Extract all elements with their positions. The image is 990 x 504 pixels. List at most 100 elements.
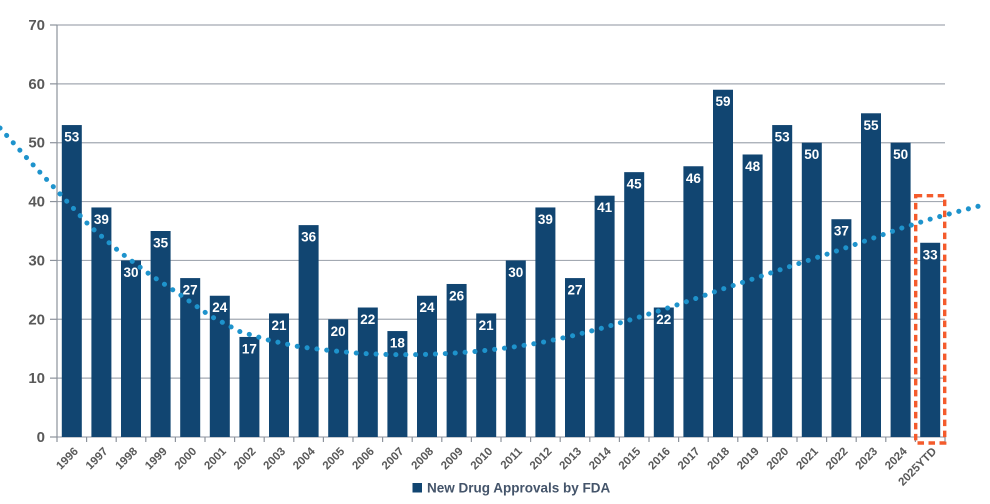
bar-value-2021: 50 — [804, 147, 819, 162]
legend: New Drug Approvals by FDA — [412, 481, 611, 496]
x-axis-label-2023: 2023 — [854, 446, 881, 473]
bar-2012 — [535, 207, 556, 437]
bar-value-2013: 27 — [567, 283, 582, 298]
bar-2021 — [801, 142, 822, 437]
x-axis-label-2008: 2008 — [410, 445, 437, 472]
bar-value-2004: 36 — [301, 230, 317, 245]
bar-2022 — [831, 219, 852, 437]
bar-2015 — [624, 172, 645, 437]
x-axis-label-2022: 2022 — [824, 446, 851, 473]
bar-2006 — [357, 307, 378, 437]
bar-value-2019: 48 — [745, 159, 761, 174]
bar-value-1998: 30 — [123, 265, 138, 280]
bar-value-2005: 20 — [331, 324, 346, 339]
x-axis-label-2015: 2015 — [617, 445, 644, 472]
bar-2023 — [861, 113, 881, 438]
x-axis-label-2017: 2017 — [676, 446, 703, 473]
bar-value-2020: 53 — [775, 130, 791, 145]
bar-2008 — [417, 295, 437, 437]
x-axis-label-2014: 2014 — [587, 445, 614, 472]
x-axis-label-2020: 2020 — [765, 446, 792, 473]
bar-value-2006: 22 — [360, 312, 375, 327]
x-axis-label-2011: 2011 — [499, 445, 526, 472]
bar-value-2025YTD: 33 — [923, 247, 939, 262]
y-axis-label-10: 10 — [28, 370, 45, 387]
bar-value-2001: 24 — [212, 300, 228, 315]
bar-value-2011: 30 — [508, 265, 523, 280]
bar-2020 — [772, 125, 793, 438]
bar-value-1997: 39 — [94, 212, 109, 227]
bar-2025YTD — [920, 242, 941, 437]
x-axis-label-1996: 1996 — [54, 446, 81, 473]
bar-2007 — [387, 331, 408, 437]
bar-value-2016: 22 — [656, 312, 671, 327]
bar-value-2009: 26 — [449, 288, 465, 303]
x-axis-label-2019: 2019 — [735, 446, 762, 473]
x-axis-label-1997: 1997 — [84, 446, 111, 473]
x-axis-label-2006: 2006 — [350, 446, 377, 473]
bar-value-2024: 50 — [893, 147, 908, 162]
y-axis-label-70: 70 — [28, 17, 45, 34]
x-axis-label-2000: 2000 — [173, 446, 200, 473]
bar-value-1996: 53 — [64, 130, 80, 145]
bar-2000 — [180, 278, 201, 437]
trend-and-highlight-layer — [0, 125, 988, 445]
x-axis-label-2021: 2021 — [794, 445, 821, 472]
bar-value-1999: 35 — [153, 236, 169, 251]
bars-layer: 53 39 30 35 27 24 17 21 36 20 22 18 24 26 21 30 39 27 41 45… — [61, 89, 941, 438]
bar-value-2002: 17 — [242, 341, 257, 356]
bar-2003 — [269, 313, 289, 437]
x-axis-label-2003: 2003 — [262, 446, 289, 473]
bar-2005 — [328, 319, 349, 437]
bar-2010 — [476, 313, 497, 437]
bar-value-2018: 59 — [715, 94, 730, 109]
bar-2016 — [653, 307, 674, 437]
x-axis-label-2002: 2002 — [232, 446, 259, 473]
bar-value-2012: 39 — [538, 212, 553, 227]
x-axis-label-2004: 2004 — [291, 445, 318, 472]
x-axis-label-2001: 2001 — [202, 445, 229, 472]
bar-value-2007: 18 — [390, 336, 406, 351]
x-axis-label-1998: 1998 — [114, 445, 141, 472]
bar-1998 — [121, 260, 141, 437]
bar-2013 — [565, 278, 585, 437]
bar-value-2000: 27 — [183, 283, 198, 298]
x-axis-label-2009: 2009 — [439, 446, 466, 473]
bar-2002 — [239, 336, 260, 437]
x-axis-label-2024: 2024 — [883, 445, 910, 472]
bar-value-2017: 46 — [686, 171, 702, 186]
x-axis-label-2007: 2007 — [380, 446, 407, 473]
bar-value-2014: 41 — [597, 200, 613, 215]
forecast-highlight-box — [914, 193, 947, 445]
legend-label: New Drug Approvals by FDA — [427, 481, 611, 496]
bar-2014 — [594, 195, 615, 437]
y-axis-label-0: 0 — [37, 429, 45, 446]
x-axis-label-2010: 2010 — [469, 446, 496, 473]
bar-1999 — [150, 231, 171, 437]
bar-2004 — [298, 225, 319, 437]
x-axis-label-2016: 2016 — [646, 446, 673, 473]
bar-1997 — [91, 207, 112, 437]
bar-value-2022: 37 — [834, 224, 849, 239]
bar-value-2023: 55 — [863, 118, 879, 133]
bar-2017 — [683, 166, 704, 437]
bar-value-2008: 24 — [419, 300, 435, 315]
y-axis-label-30: 30 — [28, 252, 45, 269]
bar-value-2010: 21 — [479, 318, 495, 333]
y-axis-label-20: 20 — [28, 311, 45, 328]
x-axis-label-2018: 2018 — [706, 445, 733, 472]
y-axis-label-60: 60 — [28, 76, 45, 93]
legend-marker — [412, 483, 422, 493]
bar-2024 — [890, 142, 911, 437]
bar-2001 — [209, 295, 230, 437]
x-axis-label-1999: 1999 — [143, 446, 170, 473]
bar-value-2015: 45 — [627, 177, 643, 192]
y-axis-label-50: 50 — [28, 135, 45, 152]
x-axis-label-2013: 2013 — [558, 446, 585, 473]
x-axis-label-2012: 2012 — [528, 446, 555, 473]
bar-value-2003: 21 — [271, 318, 287, 333]
bar-2018 — [713, 89, 733, 437]
y-axis-label-40: 40 — [28, 194, 45, 211]
